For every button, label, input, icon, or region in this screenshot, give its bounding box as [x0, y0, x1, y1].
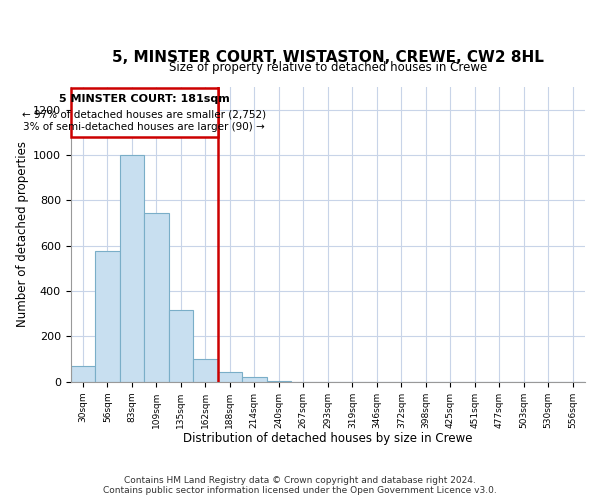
Title: 5, MINSTER COURT, WISTASTON, CREWE, CW2 8HL: 5, MINSTER COURT, WISTASTON, CREWE, CW2 … — [112, 50, 544, 65]
Bar — [71, 366, 95, 382]
Text: 5 MINSTER COURT: 181sqm: 5 MINSTER COURT: 181sqm — [59, 94, 229, 104]
Bar — [144, 213, 169, 382]
Text: ← 97% of detached houses are smaller (2,752): ← 97% of detached houses are smaller (2,… — [22, 110, 266, 120]
Bar — [242, 377, 266, 382]
Text: Contains HM Land Registry data © Crown copyright and database right 2024.
Contai: Contains HM Land Registry data © Crown c… — [103, 476, 497, 495]
Bar — [169, 310, 193, 382]
FancyBboxPatch shape — [71, 88, 218, 137]
Bar — [119, 155, 144, 382]
Text: 3% of semi-detached houses are larger (90) →: 3% of semi-detached houses are larger (9… — [23, 122, 265, 132]
Bar — [95, 252, 119, 382]
X-axis label: Distribution of detached houses by size in Crewe: Distribution of detached houses by size … — [183, 432, 473, 445]
Text: Size of property relative to detached houses in Crewe: Size of property relative to detached ho… — [169, 60, 487, 74]
Bar — [266, 380, 291, 382]
Y-axis label: Number of detached properties: Number of detached properties — [16, 142, 29, 328]
Bar — [218, 372, 242, 382]
Bar — [193, 359, 218, 382]
